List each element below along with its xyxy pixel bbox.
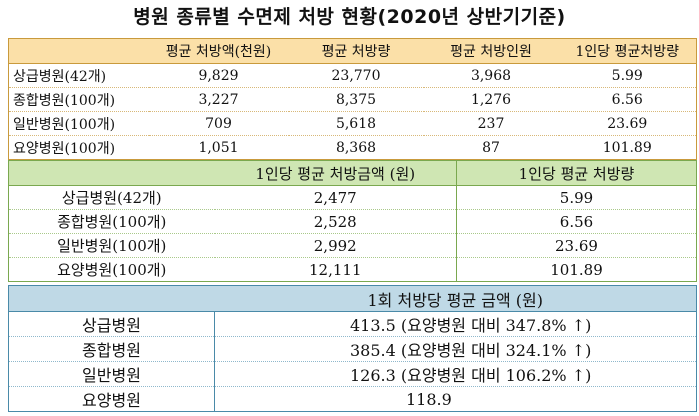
prescription-amount-table: 평균 처방액(천원) 평균 처방량 평균 처방인원 1인당 평균처방량 상급병원… (8, 38, 697, 160)
table-cell: 6.56 (456, 209, 697, 234)
per-person-table: 1인당 평균 처방금액 (원) 1인당 평균 처방량 상급병원(42개) 2,4… (8, 160, 697, 282)
header-cell: 평균 처방량 (288, 38, 424, 64)
table-cell: 413.5 (요양병원 대비 347.8% ↑) (214, 311, 697, 337)
row-label: 요양병원(100개) (8, 135, 149, 160)
table-row: 일반병원(100개) 2,992 23.69 (8, 233, 697, 258)
table-cell: 2,477 (214, 185, 457, 210)
row-label: 상급병원(42개) (8, 63, 149, 88)
table-cell: 3,968 (423, 63, 559, 88)
row-label: 일반병원(100개) (8, 111, 149, 136)
table-cell: 5.99 (558, 63, 697, 88)
table-cell: 6.56 (558, 87, 697, 112)
table-cell: 3,227 (148, 87, 289, 112)
table-cell: 23.69 (456, 233, 697, 258)
table-cell: 23.69 (558, 111, 697, 136)
table-cell: 385.4 (요양병원 대비 324.1% ↑) (214, 336, 697, 362)
row-label: 일반병원(100개) (8, 233, 215, 258)
table-header-row: 평균 처방액(천원) 평균 처방량 평균 처방인원 1인당 평균처방량 (8, 38, 697, 64)
header-cell: 1인당 평균처방량 (558, 38, 697, 64)
table-cell: 118.9 (214, 386, 697, 412)
table-row: 종합병원 385.4 (요양병원 대비 324.1% ↑) (8, 336, 697, 362)
table-row: 상급병원(42개) 2,477 5.99 (8, 185, 697, 210)
header-cell: 1인당 평균 처방량 (456, 160, 697, 186)
table-header-row: 1회 처방당 평균 금액 (원) (8, 285, 697, 312)
row-label: 종합병원(100개) (8, 209, 215, 234)
table-cell: 9,829 (148, 63, 289, 88)
table-cell: 126.3 (요양병원 대비 106.2% ↑) (214, 361, 697, 387)
table-cell: 237 (423, 111, 559, 136)
row-label: 요양병원(100개) (8, 257, 215, 282)
table-cell: 8,368 (288, 135, 424, 160)
header-cell (8, 285, 215, 312)
table-cell: 87 (423, 135, 559, 160)
table-row: 상급병원 413.5 (요양병원 대비 347.8% ↑) (8, 311, 697, 337)
header-cell: 1인당 평균 처방금액 (원) (214, 160, 457, 186)
table-row: 종합병원(100개) 2,528 6.56 (8, 209, 697, 234)
table-row: 일반병원 126.3 (요양병원 대비 106.2% ↑) (8, 361, 697, 387)
row-label: 종합병원(100개) (8, 87, 149, 112)
table-cell: 1,051 (148, 135, 289, 160)
table-cell: 101.89 (456, 257, 697, 282)
header-cell (8, 38, 149, 64)
header-cell: 평균 처방인원 (423, 38, 559, 64)
header-cell (8, 160, 215, 186)
table-row: 일반병원(100개) 709 5,618 237 23.69 (8, 111, 697, 136)
table-cell: 5,618 (288, 111, 424, 136)
header-cell: 1회 처방당 평균 금액 (원) (214, 285, 697, 312)
table-cell: 709 (148, 111, 289, 136)
table-row: 상급병원(42개) 9,829 23,770 3,968 5.99 (8, 63, 697, 88)
table-row: 요양병원(100개) 12,111 101.89 (8, 257, 697, 282)
per-prescription-table: 1회 처방당 평균 금액 (원) 상급병원 413.5 (요양병원 대비 347… (8, 285, 697, 412)
table-cell: 12,111 (214, 257, 457, 282)
header-cell: 평균 처방액(천원) (148, 38, 289, 64)
row-label: 일반병원 (8, 361, 215, 387)
table-row: 요양병원(100개) 1,051 8,368 87 101.89 (8, 135, 697, 160)
table-cell: 5.99 (456, 185, 697, 210)
table-row: 종합병원(100개) 3,227 8,375 1,276 6.56 (8, 87, 697, 112)
row-label: 종합병원 (8, 336, 215, 362)
table-cell: 8,375 (288, 87, 424, 112)
table-cell: 1,276 (423, 87, 559, 112)
table-cell: 101.89 (558, 135, 697, 160)
row-label: 상급병원(42개) (8, 185, 215, 210)
row-label: 요양병원 (8, 386, 215, 412)
page-title: 병원 종류별 수면제 처방 현황(2020년 상반기기준) (133, 6, 566, 28)
table-header-row: 1인당 평균 처방금액 (원) 1인당 평균 처방량 (8, 160, 697, 186)
table-row: 요양병원 118.9 (8, 386, 697, 412)
row-label: 상급병원 (8, 311, 215, 337)
table-cell: 2,992 (214, 233, 457, 258)
table-cell: 23,770 (288, 63, 424, 88)
table-cell: 2,528 (214, 209, 457, 234)
